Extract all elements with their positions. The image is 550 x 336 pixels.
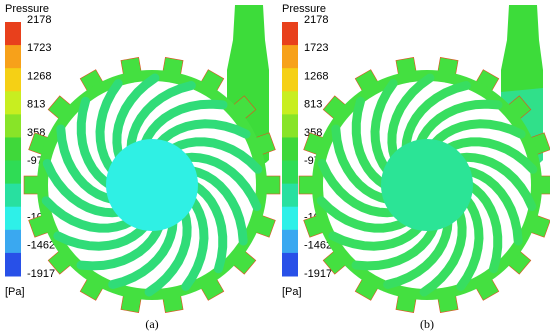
blade (370, 79, 398, 176)
blade (140, 99, 228, 149)
colorbar-label: 2178 (27, 14, 51, 26)
colorbar-band (5, 137, 21, 162)
colorbar-label: 813 (27, 99, 45, 111)
colorbar-band (5, 252, 21, 277)
blade (331, 124, 392, 204)
colorbar-band (5, 45, 21, 69)
blade (42, 159, 125, 218)
impeller (23, 5, 281, 313)
colorbar-label: 2178 (304, 14, 328, 26)
colorbar-band (5, 22, 21, 46)
blade (126, 81, 196, 154)
colorbar-label: 1723 (27, 42, 51, 54)
legend-unit: [Pa] (5, 286, 25, 298)
blade (168, 137, 263, 174)
blade (429, 119, 526, 149)
colorbar-band (282, 252, 298, 277)
colorbar-band (282, 229, 298, 254)
hub (381, 139, 473, 231)
colorbar-band (282, 114, 298, 138)
blade (154, 119, 251, 149)
colorbar-band (5, 68, 21, 92)
colorbar-band (282, 206, 298, 231)
legend-unit: [Pa] (282, 286, 302, 298)
blade (181, 194, 209, 291)
caption: (b) (420, 317, 434, 331)
colorbar-band (282, 91, 298, 115)
blade (317, 159, 400, 218)
colorbar-band (282, 45, 298, 69)
colorbar-label: -1462 (27, 240, 55, 252)
blade (383, 216, 453, 289)
blade (189, 180, 228, 274)
colorbar-band (5, 229, 21, 254)
blade (316, 196, 411, 233)
blade (95, 79, 123, 176)
colorbar-band (282, 160, 298, 185)
colorbar-label: -1462 (304, 240, 332, 252)
colorbar-label: 1268 (27, 70, 51, 82)
blade (56, 124, 117, 204)
colorbar-band (5, 206, 21, 231)
colorbar-band (5, 160, 21, 185)
blade (53, 221, 150, 251)
blade (454, 152, 537, 211)
blade (351, 221, 439, 271)
colorbar-label: 813 (304, 99, 322, 111)
colorbar-label: 1268 (304, 70, 328, 82)
impeller (298, 5, 550, 313)
blade (144, 207, 192, 297)
colorbar-band (5, 114, 21, 138)
legend-title: Pressure (5, 3, 49, 15)
blade (387, 73, 435, 163)
blade (187, 166, 248, 246)
blade (456, 194, 484, 291)
blade (41, 196, 136, 233)
colorbar-band (282, 183, 298, 208)
colorbar-band (282, 68, 298, 92)
blade (112, 73, 160, 163)
blade (415, 99, 503, 149)
legend-title: Pressure (282, 3, 326, 15)
caption: (a) (145, 317, 158, 331)
blade (76, 96, 115, 190)
blade (401, 81, 471, 154)
colorbar-band (5, 183, 21, 208)
colorbar-band (282, 22, 298, 46)
colorbar-label: -1917 (304, 268, 332, 280)
blade (76, 221, 164, 271)
blade (464, 180, 503, 274)
blade (328, 221, 425, 251)
blade (462, 166, 523, 246)
blade (443, 137, 538, 174)
colorbar-label: -97 (27, 155, 43, 167)
blade (179, 152, 262, 211)
colorbar-band (282, 137, 298, 162)
colorbar-label: -1917 (27, 268, 55, 280)
blade (108, 216, 178, 289)
colorbar-band (5, 91, 21, 115)
blade (419, 207, 467, 297)
hub (106, 139, 198, 231)
blade (351, 96, 390, 190)
colorbar-label: 1723 (304, 42, 328, 54)
